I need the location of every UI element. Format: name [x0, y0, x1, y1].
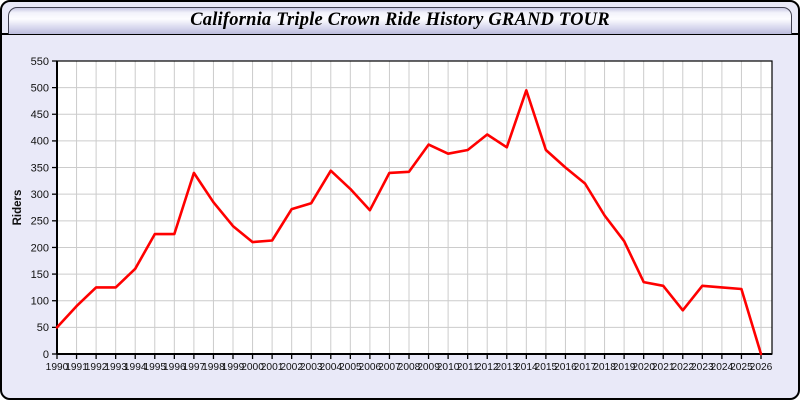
- y-tick-label: 350: [31, 162, 49, 174]
- x-tick-label: 2008: [398, 362, 421, 373]
- x-tick-label: 2026: [750, 362, 773, 373]
- page-title: California Triple Crown Ride History GRA…: [190, 10, 610, 30]
- y-tick-label: 200: [31, 242, 49, 254]
- x-tick-label: 2017: [574, 362, 597, 373]
- x-tick-label: 1995: [143, 362, 166, 373]
- x-tick-label: 2022: [671, 362, 694, 373]
- y-tick-label: 50: [37, 322, 49, 334]
- x-tick-label: 2012: [476, 362, 499, 373]
- x-tick-label: 2003: [300, 362, 323, 373]
- x-tick-label: 2005: [339, 362, 362, 373]
- x-tick-label: 1996: [163, 362, 186, 373]
- x-tick-label: 2004: [319, 362, 342, 373]
- x-tick-label: 2023: [691, 362, 714, 373]
- titlebar-separator: [2, 33, 798, 35]
- y-axis-label: Riders: [12, 190, 24, 226]
- x-tick-label: 2015: [535, 362, 558, 373]
- y-tick-label: 0: [43, 349, 49, 361]
- x-tick-label: 2000: [241, 362, 264, 373]
- x-tick-label: 2002: [280, 362, 303, 373]
- x-tick-label: 2019: [613, 362, 636, 373]
- riders-series-line: [55, 88, 763, 356]
- x-tick-label: 2014: [515, 362, 538, 373]
- y-tick-label: 400: [31, 136, 49, 148]
- y-tick-label: 250: [31, 216, 49, 228]
- window-titlebar: California Triple Crown Ride History GRA…: [8, 7, 792, 34]
- x-tick-label: 2010: [437, 362, 460, 373]
- y-tick-label: 450: [31, 109, 49, 121]
- x-tick-label: 1993: [104, 362, 127, 373]
- x-tick-label: 2009: [417, 362, 440, 373]
- x-tick-label: 2016: [554, 362, 577, 373]
- y-tick-label: 150: [31, 269, 49, 281]
- plot-background: [57, 61, 772, 354]
- x-tick-label: 2011: [457, 362, 479, 373]
- x-tick-label: 2007: [378, 362, 401, 373]
- x-tick-label: 2021: [652, 362, 675, 373]
- x-tick-label: 2006: [359, 362, 382, 373]
- x-tick-label: 1999: [222, 362, 245, 373]
- x-tick-label: 1994: [124, 362, 147, 373]
- x-tick-label: 2018: [593, 362, 616, 373]
- y-tick-label: 100: [31, 296, 49, 308]
- x-tick-label: 2024: [711, 362, 734, 373]
- ride-history-chart: 0501001502002503003504004505005501990199…: [12, 56, 773, 373]
- y-tick-label: 550: [31, 56, 49, 68]
- x-tick-label: 1998: [202, 362, 225, 373]
- y-tick-label: 500: [31, 82, 49, 94]
- x-tick-label: 1991: [65, 362, 88, 373]
- x-tick-label: 2025: [730, 362, 753, 373]
- x-tick-label: 1992: [85, 362, 108, 373]
- y-tick-label: 300: [31, 189, 49, 201]
- x-tick-label: 1990: [46, 362, 69, 373]
- x-tick-label: 2001: [261, 362, 284, 373]
- x-tick-label: 1997: [183, 362, 206, 373]
- x-tick-label: 2013: [495, 362, 518, 373]
- x-tick-label: 2020: [632, 362, 655, 373]
- chart-area: 0 50 100 150 200 250 300 350 400 450 500 550 1990 199…: [2, 35, 798, 398]
